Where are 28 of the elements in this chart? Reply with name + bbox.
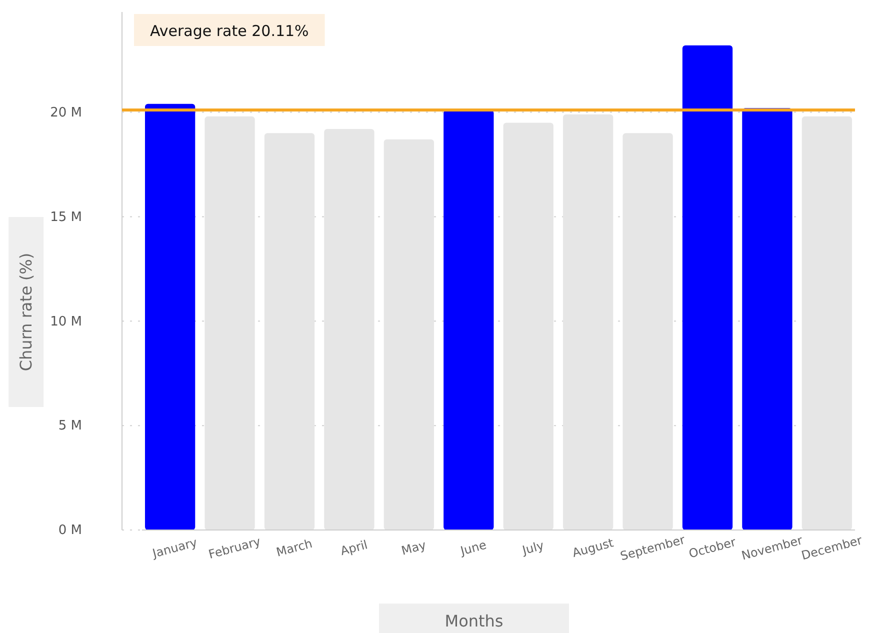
y-tick-label: 10 M xyxy=(50,314,82,330)
x-tick-label: February xyxy=(207,534,262,562)
bar xyxy=(444,110,494,530)
y-axis-title: Churn rate (%) xyxy=(16,252,36,372)
bar xyxy=(562,114,614,530)
bar xyxy=(802,116,852,530)
bar xyxy=(264,133,315,530)
x-tick-label: April xyxy=(338,538,370,558)
bar xyxy=(503,122,554,530)
y-tick-label: 15 M xyxy=(50,210,82,225)
x-tick-label: June xyxy=(458,538,488,558)
bar xyxy=(682,45,733,530)
y-tick-label: 20 M xyxy=(50,105,82,120)
x-tick-label: March xyxy=(274,536,314,560)
x-tick-label: May xyxy=(400,538,428,558)
bar xyxy=(622,133,673,530)
x-axis-title: Months xyxy=(444,612,504,631)
annotation: Average rate 20.11% xyxy=(150,22,309,40)
bar xyxy=(324,128,374,530)
bar xyxy=(384,139,434,530)
x-tick-label: July xyxy=(520,538,546,558)
y-tick-label: 5 M xyxy=(58,418,82,434)
x-tick-label: October xyxy=(687,534,738,561)
x-tick-label: August xyxy=(570,536,616,560)
bar xyxy=(204,116,255,530)
bar xyxy=(742,108,792,530)
bar xyxy=(144,104,196,530)
y-tick-label: 0 M xyxy=(58,523,82,538)
